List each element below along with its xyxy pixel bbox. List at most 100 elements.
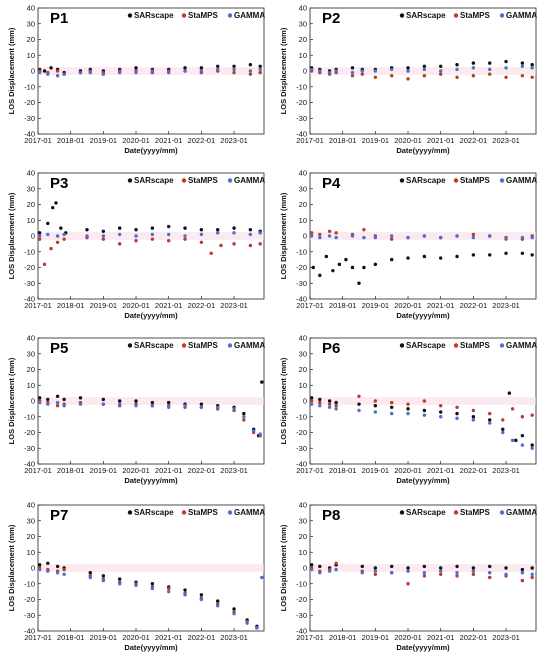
- y-tick-label: 20: [27, 532, 35, 541]
- data-point: [216, 599, 220, 603]
- data-point: [455, 574, 459, 578]
- data-point: [360, 564, 364, 569]
- data-point: [373, 399, 378, 403]
- x-tick-label: 2021-01: [155, 466, 183, 475]
- x-tick-label: 2019-01: [362, 633, 390, 642]
- y-tick-label: -10: [296, 247, 307, 256]
- data-point: [389, 571, 394, 575]
- legend-marker: [127, 510, 133, 515]
- x-tick-label: 2022-01: [188, 136, 216, 145]
- data-point: [530, 572, 534, 576]
- data-point: [455, 571, 459, 575]
- data-point: [357, 408, 361, 413]
- panel-title: P5: [50, 340, 68, 357]
- data-point: [55, 240, 60, 244]
- data-point: [55, 404, 60, 408]
- data-point: [530, 413, 534, 417]
- zero-band: [38, 564, 264, 572]
- legend-label: StaMPS: [460, 341, 490, 350]
- data-point: [520, 578, 525, 583]
- zero-band: [38, 397, 264, 405]
- data-point: [134, 234, 138, 238]
- data-point: [327, 402, 332, 406]
- data-point: [183, 226, 187, 230]
- data-point: [510, 407, 515, 411]
- legend-marker: [453, 343, 459, 348]
- y-tick-label: -30: [24, 279, 35, 288]
- data-point: [318, 232, 322, 237]
- data-point: [327, 70, 332, 75]
- data-point: [166, 586, 171, 591]
- data-point: [406, 235, 410, 240]
- x-tick-label: 2019-01: [362, 466, 390, 475]
- data-point: [183, 234, 187, 238]
- data-point: [117, 577, 122, 581]
- data-point: [166, 232, 171, 237]
- data-point: [471, 232, 476, 237]
- chart-panel-p7: -40 -30 -20 -10 0 10 20 30 40 2017-01 2018-01 2019-…: [7, 501, 265, 652]
- data-point: [88, 571, 92, 575]
- y-tick-label: 20: [27, 365, 35, 374]
- data-point: [232, 231, 236, 235]
- data-point: [520, 74, 525, 78]
- legend-marker: [399, 343, 405, 348]
- y-axis-label: LOS Displacement (mm): [279, 27, 288, 114]
- data-point: [166, 589, 171, 594]
- legend-marker: [227, 178, 233, 183]
- data-point: [101, 72, 106, 76]
- data-point: [245, 621, 249, 625]
- x-tick-label: 2023-01: [492, 136, 520, 145]
- data-point: [101, 574, 106, 578]
- data-point: [55, 571, 60, 575]
- y-tick-label: -20: [24, 98, 35, 107]
- x-tick-label: 2021-01: [155, 136, 183, 145]
- x-tick-label: 2023-01: [492, 301, 520, 310]
- data-point: [438, 572, 443, 576]
- data-point: [78, 396, 83, 400]
- legend-label: StaMPS: [460, 176, 490, 185]
- data-point: [389, 411, 394, 416]
- data-point: [37, 396, 42, 400]
- y-tick-label: -20: [296, 595, 307, 604]
- data-point: [389, 74, 394, 78]
- y-tick-label: -30: [296, 114, 307, 123]
- data-point: [232, 67, 236, 72]
- data-point: [455, 62, 459, 67]
- data-point: [78, 402, 83, 406]
- data-point: [309, 563, 314, 567]
- data-point: [510, 438, 515, 443]
- data-point: [438, 410, 443, 414]
- data-point: [232, 611, 236, 616]
- x-tick-label: 2021-01: [427, 633, 455, 642]
- data-point: [327, 229, 332, 233]
- x-axis-label: Date(yyyy/mm): [124, 311, 178, 320]
- y-axis-label: LOS Displacement (mm): [7, 357, 16, 444]
- y-tick-label: -10: [296, 82, 307, 91]
- data-point: [183, 588, 187, 592]
- data-point: [406, 566, 410, 570]
- data-point: [309, 402, 314, 406]
- data-point: [334, 567, 338, 572]
- x-tick-label: 2020-01: [122, 466, 150, 475]
- x-axis-label: Date(yyyy/mm): [124, 643, 178, 652]
- data-point: [248, 243, 253, 248]
- x-tick-label: 2019-01: [90, 466, 118, 475]
- data-point: [46, 221, 50, 226]
- x-tick-label: 2019-01: [90, 136, 118, 145]
- data-point: [150, 69, 155, 73]
- x-tick-label: 2017-01: [24, 633, 52, 642]
- data-point: [327, 234, 332, 238]
- data-point: [199, 597, 204, 602]
- data-point: [501, 430, 505, 435]
- y-tick-label: 40: [299, 169, 307, 178]
- data-point: [324, 254, 329, 259]
- data-point: [530, 443, 534, 447]
- data-point: [46, 402, 50, 406]
- data-point: [258, 70, 262, 75]
- data-point: [520, 415, 525, 419]
- data-point: [117, 582, 122, 586]
- data-point: [389, 400, 394, 405]
- data-point: [471, 235, 476, 240]
- x-axis-label: Date(yyyy/mm): [396, 476, 450, 485]
- data-point: [101, 397, 106, 402]
